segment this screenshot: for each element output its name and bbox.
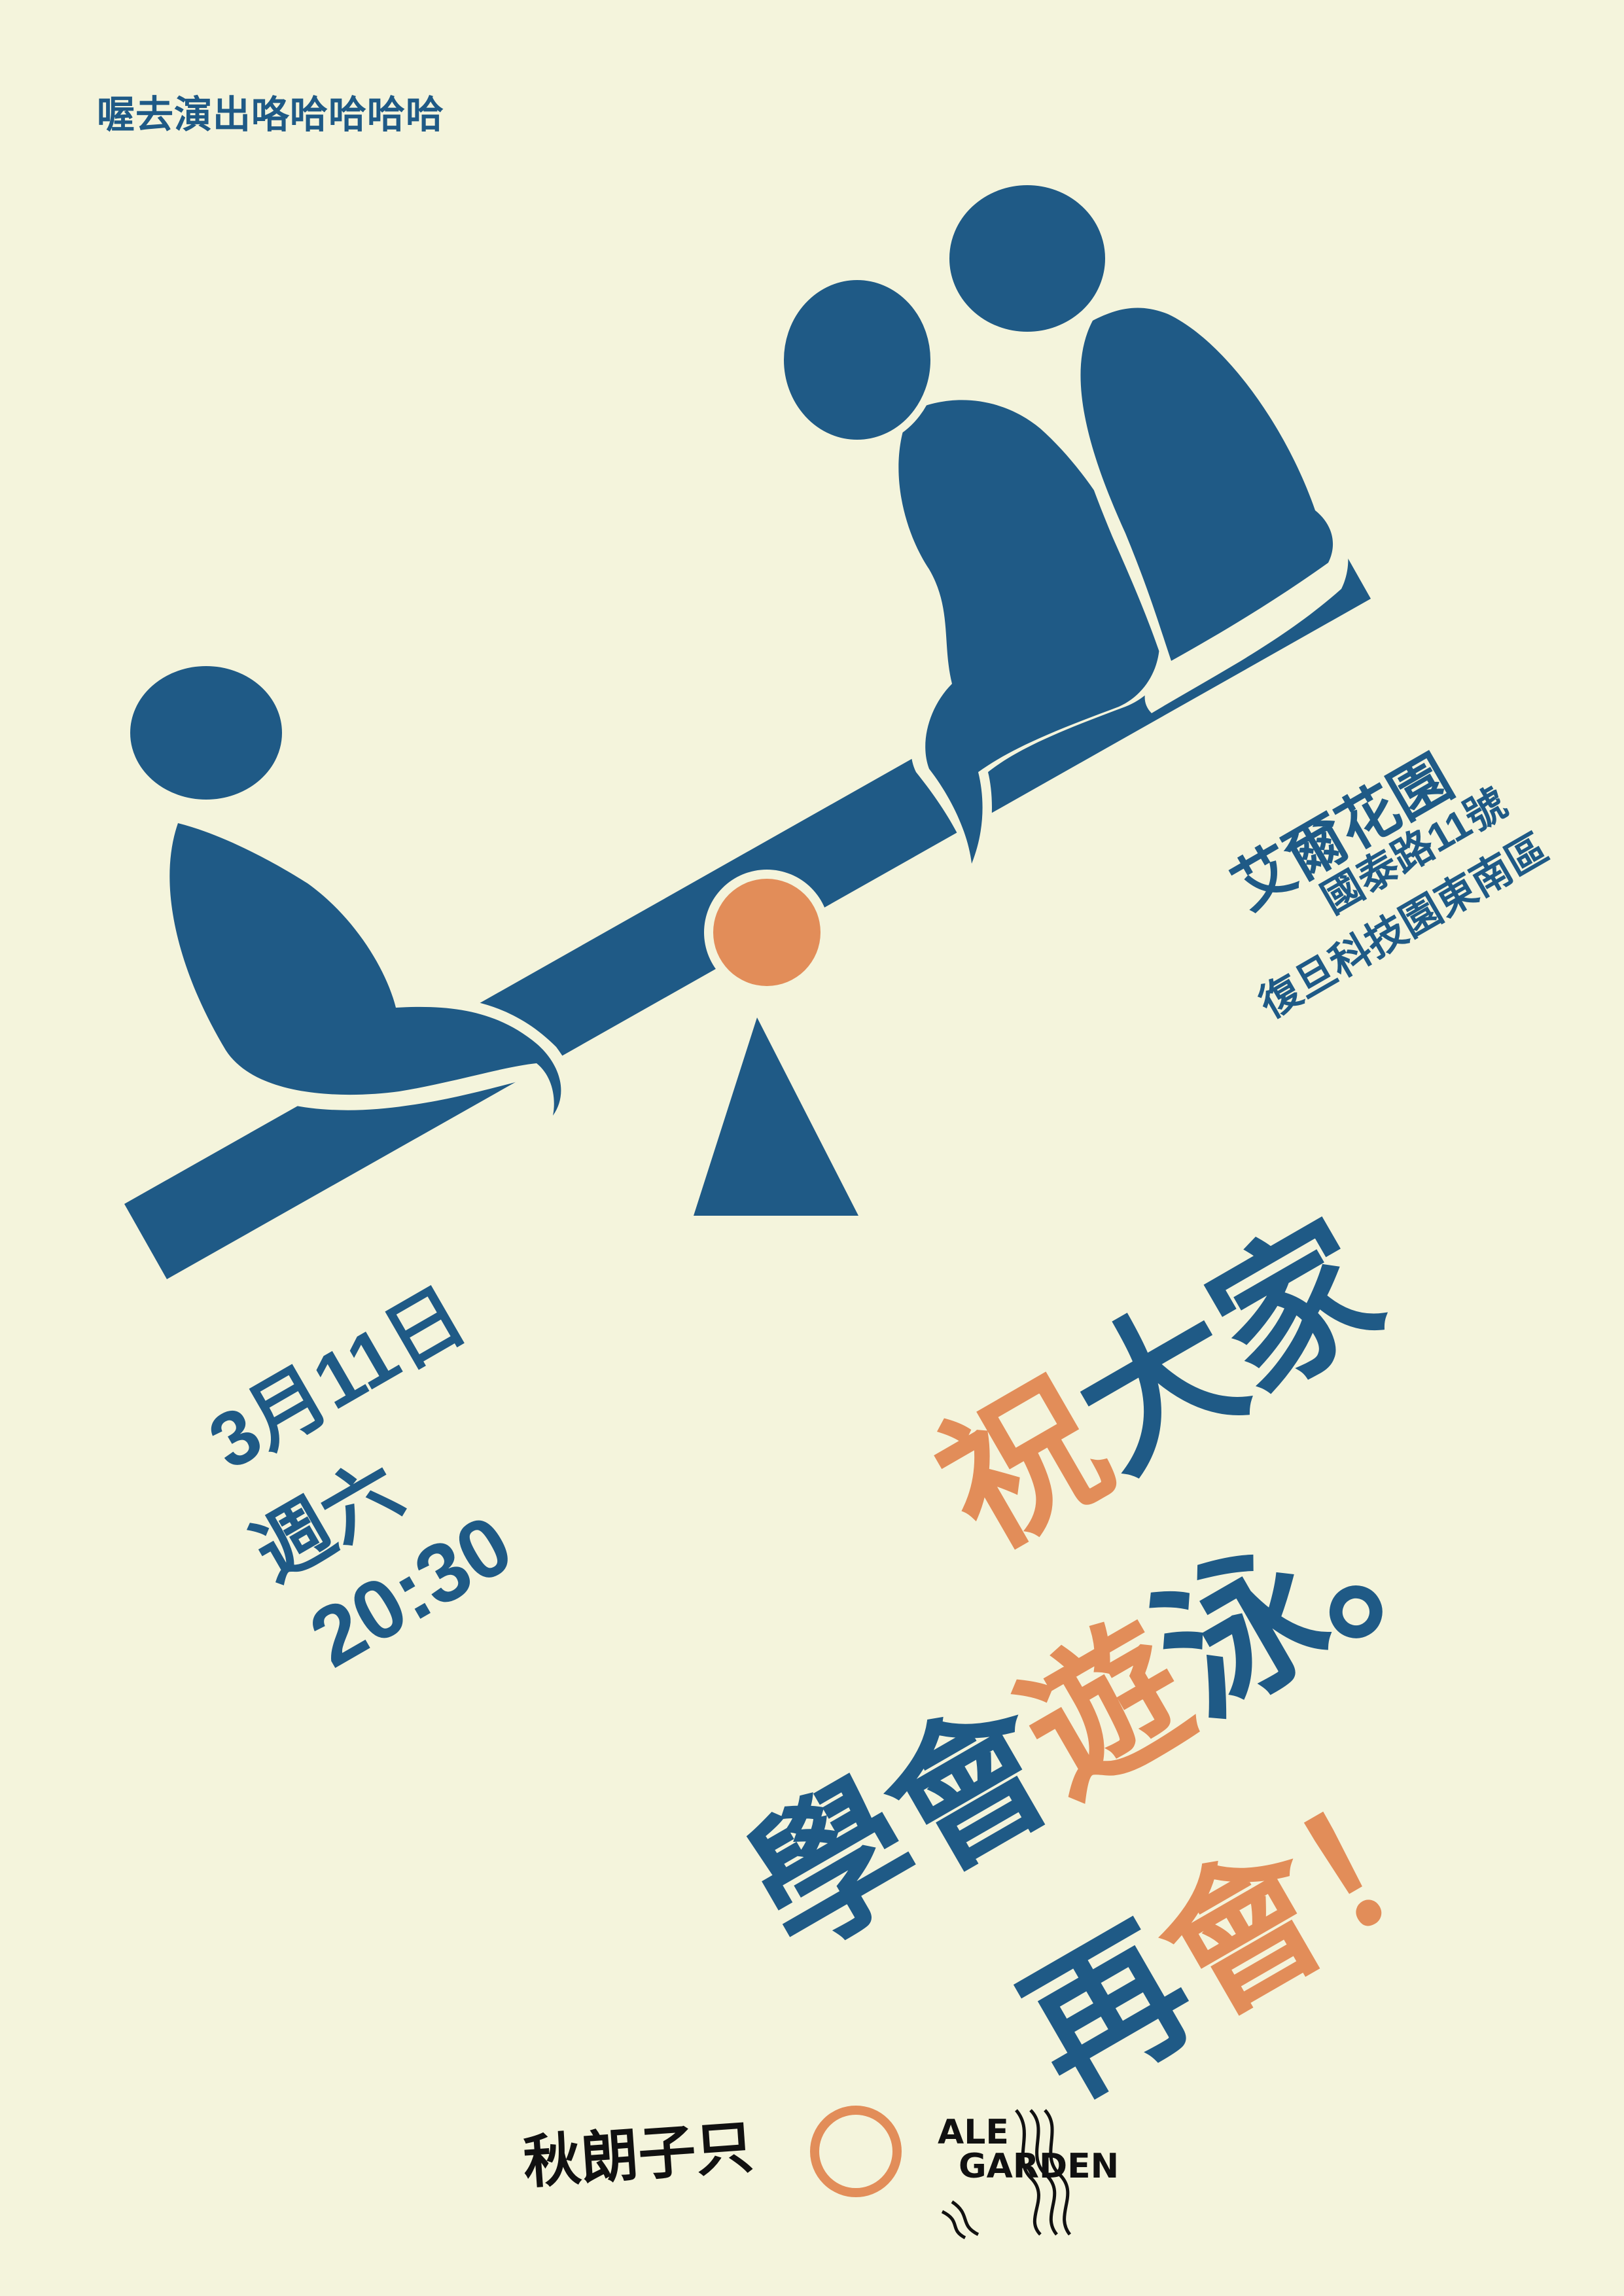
ale-garden-line2: GARDEN [959,2147,1120,2186]
person-left [122,658,578,1135]
logo-circle-icon [810,2106,902,2197]
ale-garden-logo: ALE GARDEN [932,2104,1119,2241]
pivot-circle [713,879,821,986]
tagline: 喔去演出咯哈哈哈哈 [97,94,445,136]
person-middle [776,272,1173,883]
seesaw-fulcrum [694,1017,858,1216]
head-right [942,177,1113,340]
wood-grain-icon [941,2109,1072,2240]
person-right [942,177,1349,714]
ale-garden-line1: ALE [938,2113,1009,2152]
head-left [122,658,290,807]
head-middle [776,272,938,448]
left-logo: 秋朗子只 [521,2112,756,2197]
